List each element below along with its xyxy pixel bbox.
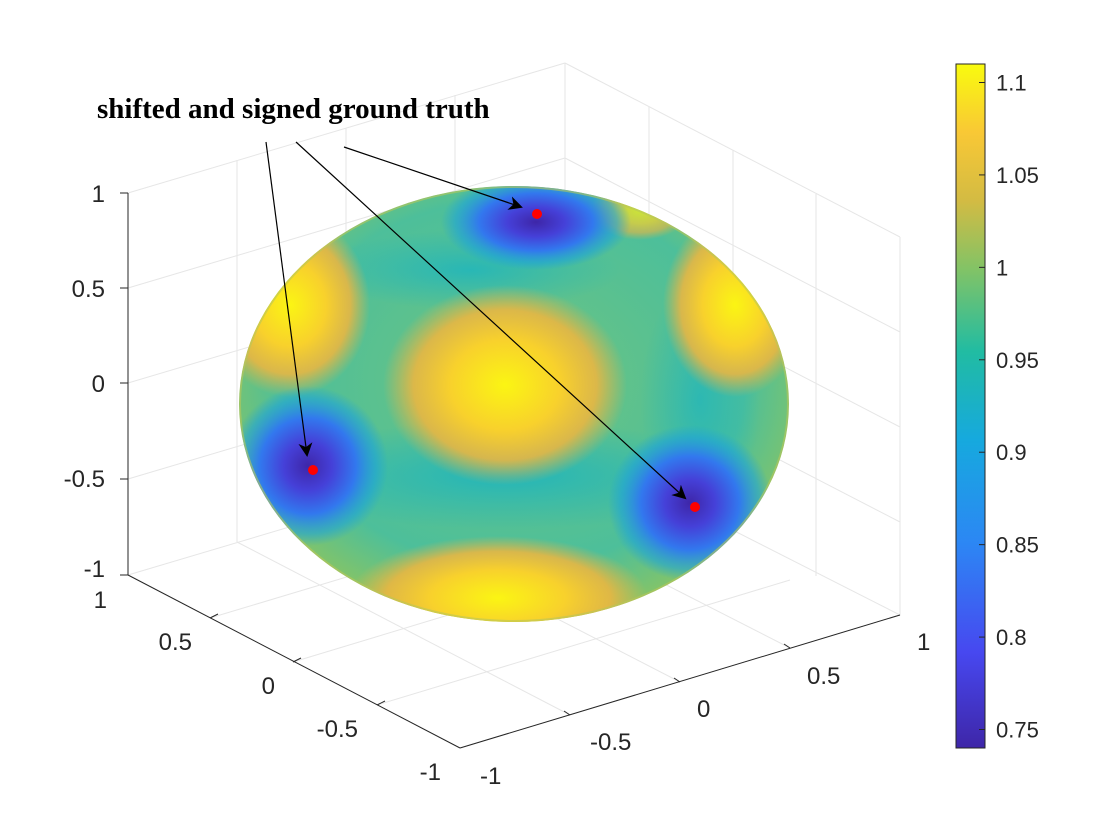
x-tick-label: 1 <box>917 629 930 656</box>
colorbar-ticks: 0.75 0.8 0.85 0.9 0.95 1 1.05 1.1 <box>979 70 1039 743</box>
z-tick-label: 1 <box>92 181 105 208</box>
y-tick-label: 0.5 <box>159 629 192 656</box>
colorbar-tick-label: 0.95 <box>996 348 1039 373</box>
colorbar-tick-label: 1 <box>996 255 1008 280</box>
sphere-surface <box>239 186 789 622</box>
x-tick-label: -0.5 <box>590 729 631 756</box>
z-tick-label: 0.5 <box>72 276 105 303</box>
y-tick-label: 1 <box>94 587 107 614</box>
ground-truth-point <box>690 502 700 512</box>
annotation: shifted and signed ground truth <box>97 93 687 500</box>
ground-truth-points <box>308 209 700 512</box>
ground-truth-point <box>308 465 318 475</box>
x-tick-label: -1 <box>480 763 501 790</box>
z-axis: 1 0.5 0 -0.5 -1 <box>64 181 105 583</box>
y-tick-label: -1 <box>420 759 441 786</box>
x-axis: -1 -0.5 0 0.5 1 <box>480 629 930 790</box>
colorbar-tick-label: 0.8 <box>996 625 1027 650</box>
z-tick-label: -1 <box>84 556 105 583</box>
annotation-arrow <box>295 141 687 500</box>
ground-truth-point <box>532 209 542 219</box>
colorbar-tick-label: 1.1 <box>996 70 1027 95</box>
y-tick-label: 0 <box>262 673 275 700</box>
colorbar-tick-label: 0.75 <box>996 718 1039 743</box>
colorbar-tick-label: 1.05 <box>996 163 1039 188</box>
annotation-arrow <box>343 146 523 210</box>
z-tick-label: -0.5 <box>64 466 105 493</box>
colorbar-tick-label: 0.85 <box>996 533 1039 558</box>
annotation-arrow <box>265 141 313 457</box>
y-axis: 1 0.5 0 -0.5 -1 <box>94 587 441 786</box>
annotation-text: shifted and signed ground truth <box>97 93 490 125</box>
colorbar-tick-label: 0.9 <box>996 440 1027 465</box>
axis-lines <box>120 192 901 749</box>
colorbar: 0.75 0.8 0.85 0.9 0.95 1 1.05 1.1 <box>955 63 1039 749</box>
z-tick-label: 0 <box>92 371 105 398</box>
x-tick-label: 0 <box>697 696 710 723</box>
x-tick-label: 0.5 <box>807 663 840 690</box>
y-tick-label: -0.5 <box>317 716 358 743</box>
colorbar-gradient <box>955 63 986 749</box>
